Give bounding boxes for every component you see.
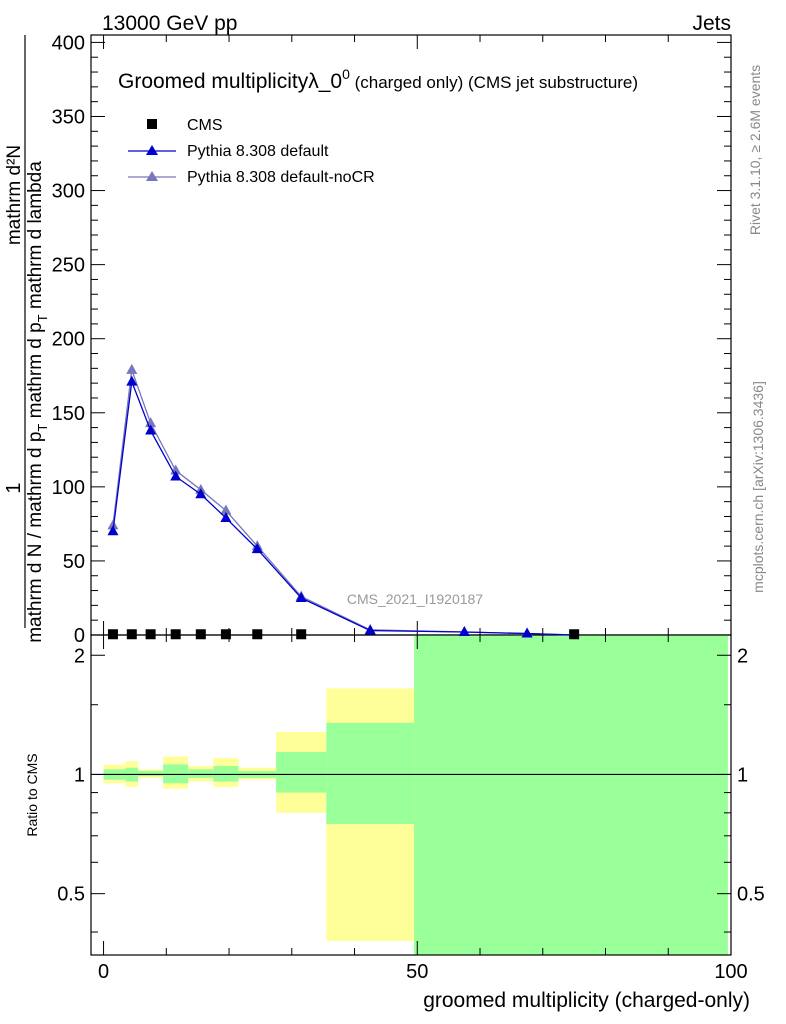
series-point-0-2 (145, 424, 157, 435)
y-tick-label-1: 50 (63, 551, 85, 573)
ratio-band-green-4 (188, 769, 214, 778)
series-point-0-6 (251, 543, 263, 554)
x-tick-label-2: 100 (714, 961, 747, 983)
ratio-band-green-8 (326, 722, 415, 824)
ratio-axis-ticks: 0.5 0.5 1 1 2 2 0 50 100 (57, 635, 765, 983)
series-point-0-5 (220, 511, 232, 522)
series-line-0 (112, 381, 575, 636)
x-tick-label-1: 50 (406, 961, 428, 983)
series-point-0-10 (521, 627, 533, 638)
y-label-numerator: mathrm d²N (4, 145, 25, 245)
y-tick-label-5: 250 (52, 255, 85, 277)
header-jets-label: Jets (692, 12, 731, 35)
ratio-tick-label-right-2: 2 (737, 645, 748, 667)
x-tick-label-0: 0 (98, 961, 109, 983)
series-layer (107, 363, 580, 640)
ratio-band-green-7 (276, 751, 327, 793)
y-tick-label-7: 350 (52, 106, 85, 128)
y-tick-label-3: 150 (52, 403, 85, 425)
ratio-band-green-5 (213, 766, 239, 782)
header-energy-label: 13000 GeV pp (102, 12, 237, 35)
series-point-1-1 (126, 363, 138, 374)
chart-title-sup: 0 (342, 66, 350, 82)
y-axis-label: 1 mathrm d²N mathrm d N / mathrm d pT ma… (3, 35, 50, 643)
rivet-version-label: Rivet 3.1.10, ≥ 2.6M events (747, 65, 763, 235)
y-label-denominator-d: mathrm d lambda (25, 161, 46, 315)
series-point-0-8 (364, 624, 376, 635)
legend-cms-label: CMS (187, 117, 223, 134)
series-point-0-7 (295, 591, 307, 602)
series-point-0-4 (195, 488, 207, 499)
series-point-0-0 (107, 525, 119, 536)
cms-point-10 (569, 629, 580, 640)
cms-point-7 (296, 629, 307, 640)
legend-default-marker (146, 145, 158, 155)
series-point-0-1 (126, 375, 138, 386)
chart-title: Groomed multiplicityλ_00 (charged only) … (118, 66, 638, 93)
y-tick-label-0: 0 (74, 625, 85, 647)
cms-point-6 (252, 629, 263, 640)
cms-point-0 (107, 629, 118, 640)
cms-point-4 (195, 629, 206, 640)
legend: CMS Pythia 8.308 default Pythia 8.308 de… (128, 117, 375, 186)
series-point-1-5 (220, 504, 232, 515)
main-axis-ticks: 0 50 100 150 200 250 300 350 400 (52, 32, 732, 647)
cms-point-1 (126, 629, 137, 640)
ratio-tick-label-right-1: 1 (737, 764, 748, 786)
y-label-one: 1 (3, 482, 25, 493)
y-tick-label-8: 400 (52, 32, 85, 54)
legend-nocr-marker (146, 171, 158, 181)
series-point-0-3 (170, 470, 182, 481)
series-line-1 (112, 369, 575, 636)
y-label-denominator-sub: T (35, 424, 50, 432)
ratio-tick-label-left-0: 0.5 (57, 884, 85, 906)
series-point-1-0 (107, 519, 119, 530)
x-axis-label: groomed multiplicity (charged-only) (423, 989, 750, 1012)
legend-default-label: Pythia 8.308 default (187, 143, 329, 160)
y-label-denominator-c: T (35, 314, 50, 322)
cms-point-2 (145, 629, 156, 640)
analysis-id-label: CMS_2021_I1920187 (347, 591, 483, 607)
ratio-band-green-2 (138, 771, 164, 777)
ratio-band-green-9 (414, 635, 728, 955)
ratio-bands (103, 635, 728, 955)
cms-point-3 (170, 629, 181, 640)
y-tick-label-2: 100 (52, 477, 85, 499)
ratio-tick-label-left-2: 2 (74, 645, 85, 667)
y-label-denominator-a: mathrm d N / mathrm d p (25, 432, 46, 643)
ratio-y-label: Ratio to CMS (24, 753, 40, 836)
y-tick-label-6: 300 (52, 181, 85, 203)
y-label-denominator: mathrm d N / mathrm d pT mathrm d pT mat… (25, 161, 50, 643)
series-point-0-9 (458, 626, 470, 637)
mcplots-label: mcplots.cern.ch [arXiv:1306.3436] (750, 381, 766, 593)
y-label-denominator-b: mathrm d p (25, 322, 46, 423)
legend-nocr-label: Pythia 8.308 default-noCR (187, 169, 375, 186)
ratio-tick-label-right-0: 0.5 (737, 884, 765, 906)
chart-title-main: Groomed multiplicityλ_0 (118, 70, 342, 93)
ratio-panel-frame (90, 634, 732, 956)
legend-cms-marker (147, 119, 157, 129)
cms-point-5 (220, 629, 231, 640)
ratio-tick-label-left-1: 1 (74, 764, 85, 786)
chart-title-rest: (charged only) (CMS jet substructure) (350, 73, 638, 92)
y-tick-label-4: 200 (52, 329, 85, 351)
